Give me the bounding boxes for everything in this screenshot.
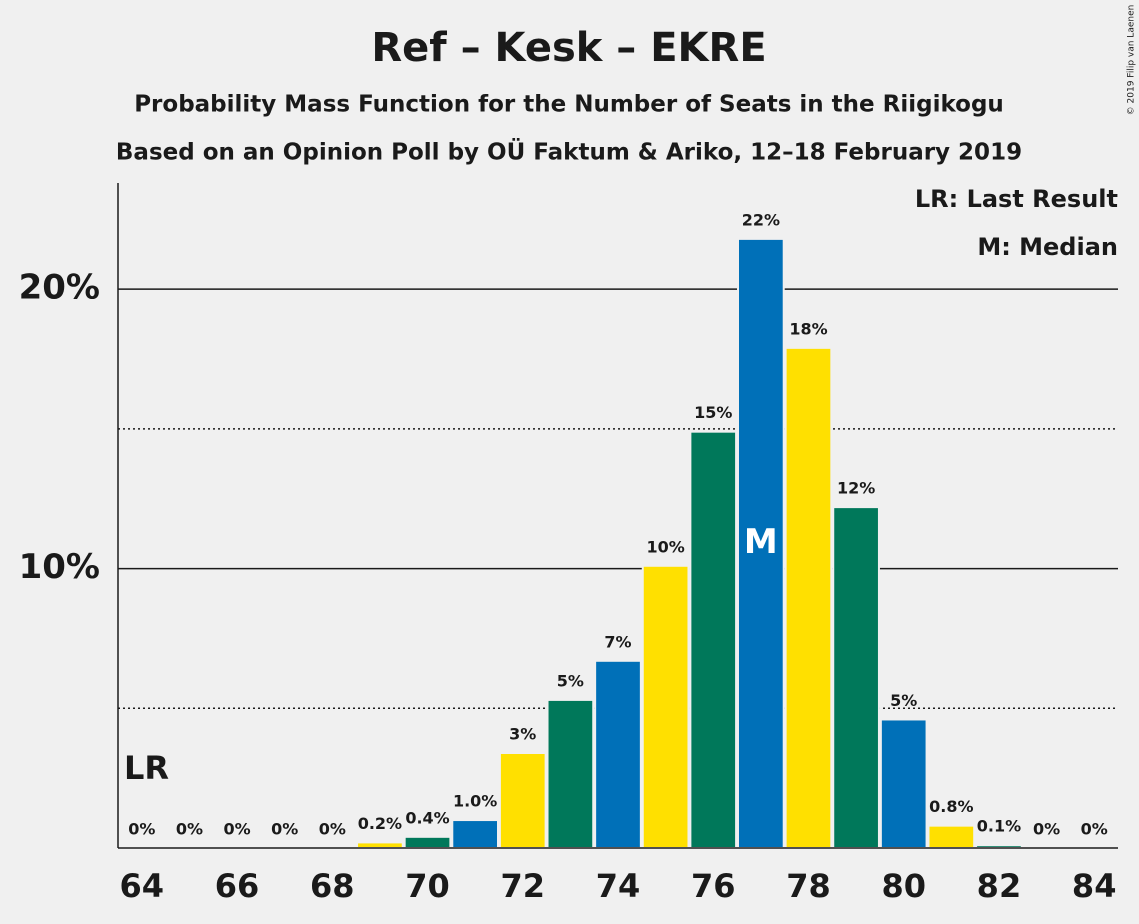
subtitle: Probability Mass Function for the Number… <box>134 92 1004 118</box>
legend-entry: M: Median <box>977 233 1118 261</box>
value-label: 0% <box>223 820 250 839</box>
value-label: 0.1% <box>977 817 1021 836</box>
x-tick-label: 78 <box>786 867 831 905</box>
bar <box>451 819 499 850</box>
value-label: 22% <box>742 210 780 229</box>
x-tick-label: 66 <box>215 867 260 905</box>
value-label: 0% <box>271 820 298 839</box>
bar <box>689 430 738 849</box>
x-tick-label: 64 <box>120 867 165 905</box>
x-tick-label: 84 <box>1072 867 1117 905</box>
last-result-marker: LR <box>124 749 169 787</box>
y-tick-label: 20% <box>19 268 100 308</box>
bar <box>784 346 833 849</box>
value-label: 0.2% <box>358 814 402 833</box>
median-marker: M <box>744 522 778 562</box>
value-label: 10% <box>646 537 684 556</box>
bar <box>594 659 642 850</box>
bar <box>832 506 880 849</box>
bar <box>737 237 785 850</box>
x-tick-label: 82 <box>977 867 1022 905</box>
value-label: 5% <box>890 691 917 710</box>
x-tick-label: 74 <box>596 867 641 905</box>
x-tick-label: 76 <box>691 867 736 905</box>
value-label: 0% <box>176 820 203 839</box>
y-tick-label: 10% <box>19 547 100 587</box>
value-label: 5% <box>557 671 584 690</box>
bar <box>641 564 690 849</box>
value-label: 12% <box>837 479 875 498</box>
legend-entry: LR: Last Result <box>915 185 1118 213</box>
x-tick-label: 80 <box>881 867 926 905</box>
value-label: 0.8% <box>929 797 973 816</box>
value-label: 0.4% <box>405 808 449 827</box>
x-tick-label: 70 <box>405 867 450 905</box>
bar <box>546 698 595 849</box>
bar <box>927 824 976 849</box>
value-label: 0% <box>319 820 346 839</box>
bar <box>879 718 928 849</box>
bar <box>498 752 547 849</box>
value-label: 7% <box>604 632 631 651</box>
subtitle: Based on an Opinion Poll by OÜ Faktum & … <box>116 138 1022 166</box>
value-label: 18% <box>789 319 827 338</box>
bar <box>356 841 404 849</box>
value-label: 0% <box>128 820 155 839</box>
value-label: 0% <box>1033 820 1060 839</box>
value-label: 3% <box>509 725 536 744</box>
value-label: 15% <box>694 403 732 422</box>
x-tick-label: 72 <box>500 867 545 905</box>
value-label: 0% <box>1081 820 1108 839</box>
value-label: 1.0% <box>453 792 497 811</box>
x-tick-label: 68 <box>310 867 355 905</box>
bar <box>403 835 452 850</box>
credit: © 2019 Filip van Laenen <box>1127 5 1137 116</box>
chart-title: Ref – Kesk – EKRE <box>371 25 766 71</box>
